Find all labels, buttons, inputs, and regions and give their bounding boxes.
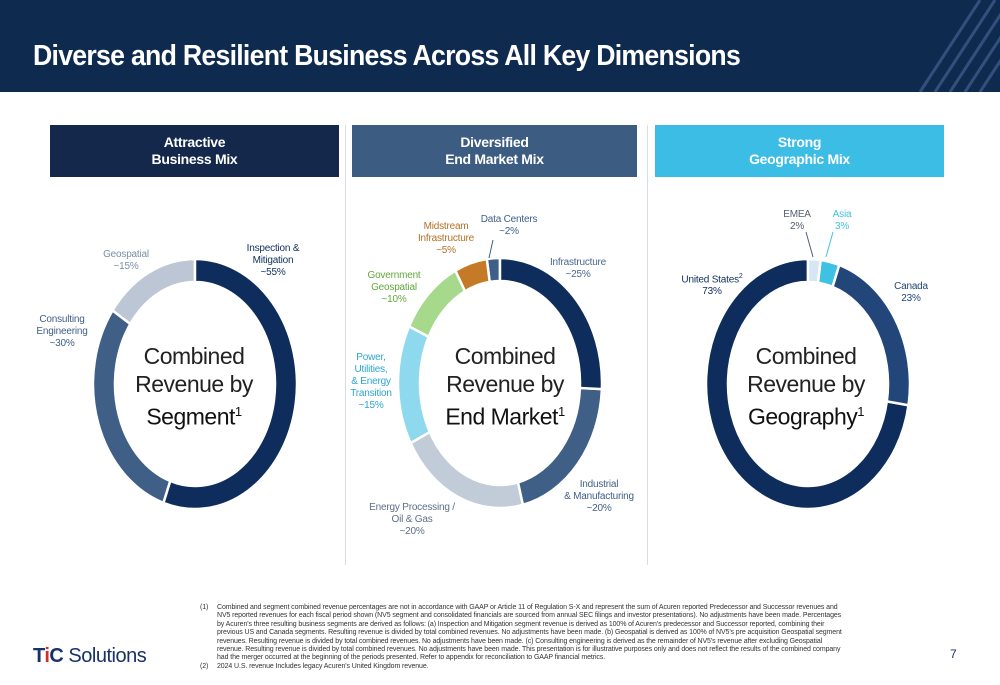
- slice-label-industrial: Industrial & Manufacturing ~20%: [564, 479, 634, 514]
- slice-label-emea: EMEA 2%: [783, 209, 811, 232]
- footnote-1: (1) Combined and segment combined revenue…: [200, 604, 842, 662]
- donut-slice-emea: [806, 257, 823, 285]
- donut-slice-industrial-manufacturing: [516, 386, 604, 507]
- slice-label-united-states: United States2 73%: [681, 273, 743, 298]
- donut-slice-power-utilities-energy-transition: [396, 324, 432, 445]
- donut-slice-asia: [816, 258, 841, 289]
- slice-label-power-utilities: Power, Utilities, & Energy Transition ~15%: [350, 352, 392, 411]
- panel-header-end-market-mix: Diversified End Market Mix: [352, 125, 637, 177]
- slice-label-midstream: Midstream Infrastructure ~5%: [417, 221, 475, 256]
- donut-slice-consulting-engineering: [91, 308, 172, 505]
- panel-header-line: Geographic Mix: [749, 151, 850, 167]
- donut-slice-government-geospatial: [407, 268, 467, 339]
- slice-label-government-geospatial: Government Geospatial ~10%: [367, 270, 421, 305]
- slice-label-infrastructure: Infrastructure ~25%: [549, 257, 607, 280]
- leader-line-emea: [805, 231, 814, 258]
- panel-divider: [647, 125, 648, 565]
- donut-slice-energy-processing-oil-gas: [408, 430, 525, 510]
- panel-header-line: Business Mix: [151, 151, 238, 167]
- donut-slice-united-states: [704, 257, 910, 511]
- footnotes: (1) Combined and segment combined revenue…: [200, 604, 850, 671]
- slice-label-energy-processing: Energy Processing / Oil & Gas ~20%: [369, 502, 455, 537]
- panel-header-geographic-mix: Strong Geographic Mix: [655, 125, 944, 177]
- donut-slice-inspection-mitigation: [161, 257, 299, 511]
- footnote-2: (2) 2024 U.S. revenue Includes legacy Acu…: [200, 662, 429, 670]
- center-text-segment: Combined Revenue by Segment1: [135, 343, 253, 430]
- panel-divider: [345, 125, 346, 565]
- panel-header-business-mix: Attractive Business Mix: [50, 125, 339, 177]
- panel-header-line: Diversified: [460, 134, 529, 150]
- panel-header-line: Attractive: [163, 134, 226, 150]
- slice-label-geospatial: Geospatial ~15%: [103, 249, 149, 272]
- center-text-end-market: Combined Revenue by End Market1: [445, 343, 565, 430]
- tic-solutions-logo: TiC Solutions: [33, 645, 147, 667]
- donut-slice-midstream-infrastructure: [453, 257, 492, 294]
- page-number: 7: [950, 647, 957, 661]
- slice-label-inspection: Inspection & Mitigation ~55%: [246, 243, 300, 278]
- leader-line-asia: [825, 231, 834, 258]
- title-bar: Diverse and Resilient Business Across Al…: [0, 0, 1000, 92]
- slice-label-canada: Canada 23%: [894, 281, 928, 304]
- slice-label-data-centers: Data Centers ~2%: [480, 214, 538, 237]
- decorative-stripes: [918, 0, 1000, 92]
- panel-header-line: Strong: [777, 134, 822, 150]
- center-text-geography: Combined Revenue by Geography1: [747, 343, 865, 430]
- leader-line-data-centers: [488, 239, 494, 259]
- slice-label-consulting: Consulting Engineering ~30%: [36, 314, 88, 349]
- slice-label-asia: Asia 3%: [832, 209, 852, 232]
- page-title: Diverse and Resilient Business Across Al…: [33, 40, 741, 72]
- donut-slice-infrastructure: [498, 256, 604, 391]
- panel-header-line: End Market Mix: [445, 151, 544, 167]
- donut-slice-canada: [830, 263, 912, 407]
